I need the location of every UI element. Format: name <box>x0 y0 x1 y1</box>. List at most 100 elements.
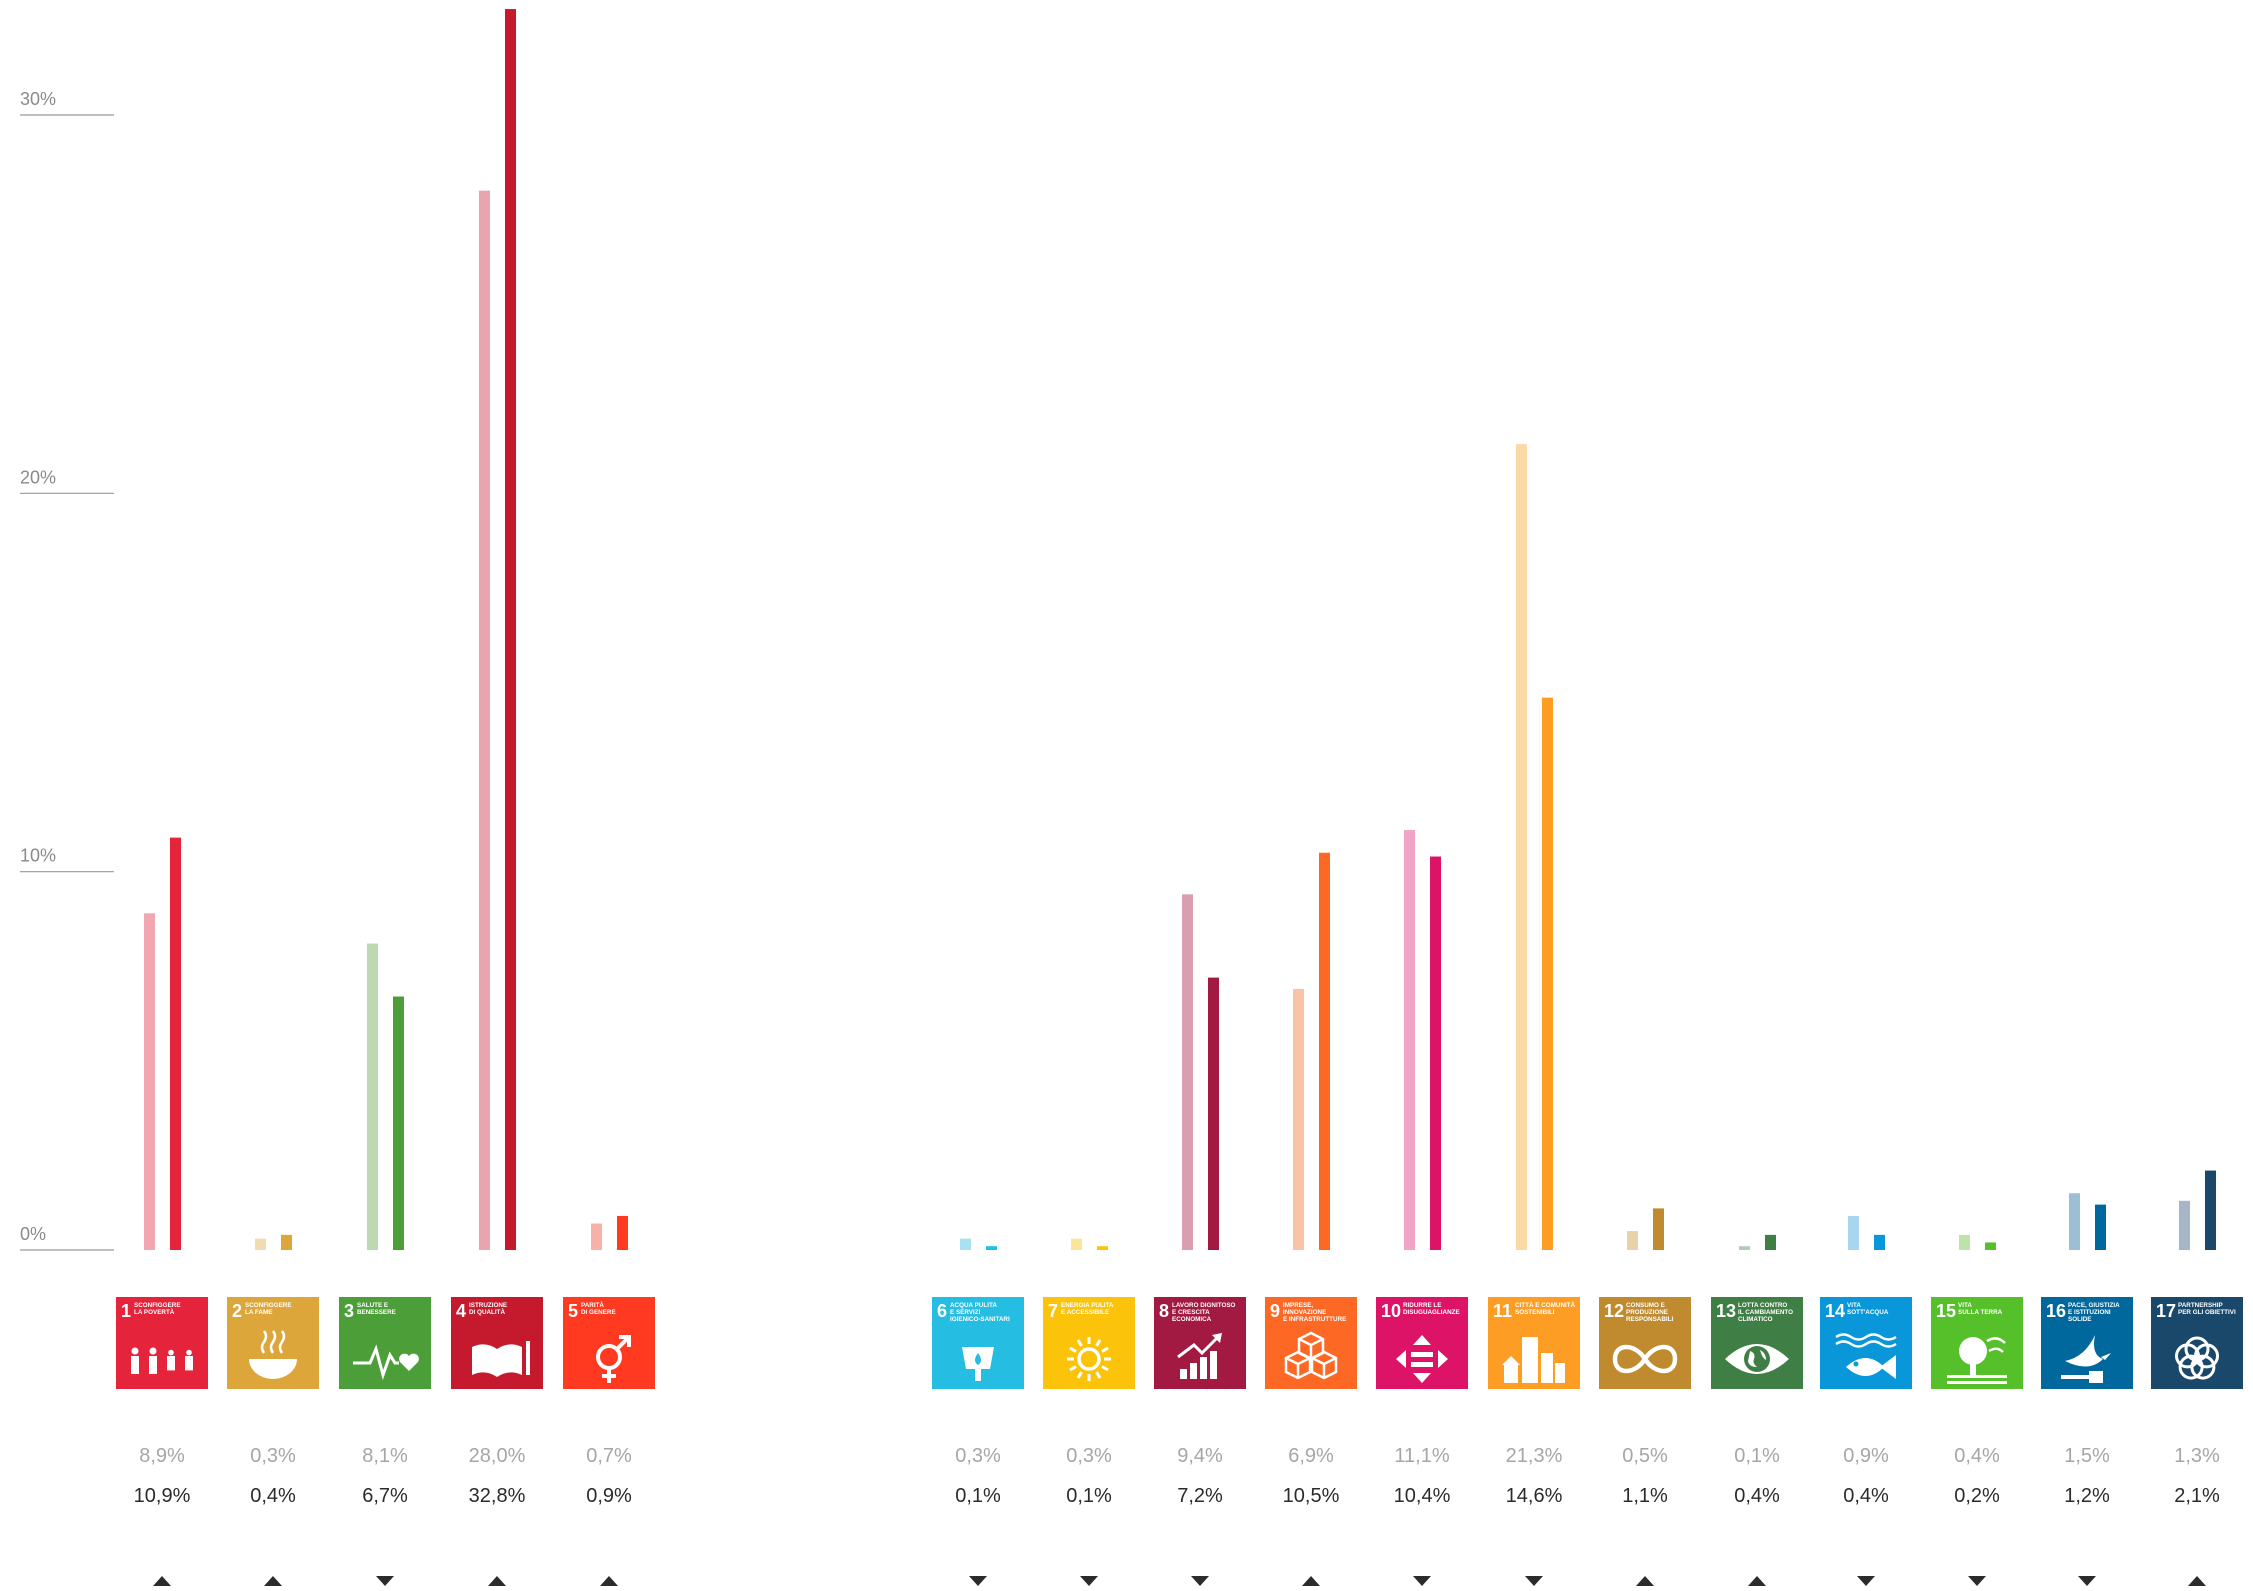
sdg-title-line: LOTTA CONTRO <box>1738 1302 1787 1309</box>
arrow-up-icon <box>1302 1576 1320 1586</box>
sdg-title-line: E INFRASTRUTTURE <box>1283 1316 1346 1323</box>
sdg-title-line: SCONFIGGERE <box>245 1302 292 1309</box>
value-current-label: 10,9% <box>134 1485 191 1507</box>
family-icon <box>131 1347 193 1374</box>
sdg-title-line: VITA <box>1847 1302 1861 1309</box>
sdg-number: 2 <box>232 1301 242 1321</box>
sdg-title-line: SALUTE E <box>357 1302 388 1309</box>
sdg-title-line: VITA <box>1958 1302 1972 1309</box>
sdg-title-line: E SERVIZI <box>950 1309 981 1316</box>
bar-previous-sdg-2 <box>255 1238 266 1250</box>
bar-current-sdg-6 <box>986 1246 997 1250</box>
value-previous-label: 0,7% <box>586 1445 632 1467</box>
sdg-title-line: LA FAME <box>245 1309 272 1316</box>
sdg-number: 7 <box>1048 1301 1058 1321</box>
value-previous-label: 1,5% <box>2064 1445 2110 1467</box>
bar-current-sdg-7 <box>1097 1246 1108 1250</box>
bar-previous-sdg-7 <box>1071 1238 1082 1250</box>
sdg-title-line: DI GENERE <box>581 1309 616 1316</box>
bar-current-sdg-4 <box>505 9 516 1251</box>
value-current-label: 10,4% <box>1394 1485 1451 1507</box>
value-current-label: 0,4% <box>1843 1485 1889 1507</box>
value-current-label: 0,1% <box>955 1485 1001 1507</box>
sdg-title-line: PACE, GIUSTIZIA <box>2068 1302 2120 1309</box>
sun-icon <box>1067 1337 1111 1381</box>
bar-previous-sdg-3 <box>367 943 378 1250</box>
arrow-down-icon <box>1968 1576 1986 1586</box>
y-tick-label: 20% <box>20 467 56 487</box>
value-previous-label: 1,3% <box>2174 1445 2220 1467</box>
sdg-title-line: SULLA TERRA <box>1958 1309 2003 1316</box>
bar-previous-sdg-1 <box>144 913 155 1250</box>
value-previous-label: 0,5% <box>1622 1445 1668 1467</box>
growth-chart-icon <box>1177 1333 1222 1379</box>
arrow-up-icon <box>264 1576 282 1586</box>
bar-current-sdg-1 <box>170 837 181 1250</box>
equality-icon <box>1396 1335 1448 1383</box>
tree-icon <box>1947 1337 2007 1384</box>
sdg-number: 15 <box>1936 1301 1956 1321</box>
sdg-title-line: DI QUALITÀ <box>469 1307 505 1316</box>
sdg-title-line: CLIMATICO <box>1738 1316 1773 1323</box>
sdg-number: 17 <box>2156 1301 2176 1321</box>
value-current-label: 10,5% <box>1283 1485 1340 1507</box>
sdg-number: 11 <box>1493 1301 1512 1321</box>
value-current-label: 0,4% <box>1734 1485 1780 1507</box>
value-current-label: 0,9% <box>586 1485 632 1507</box>
arrow-down-icon <box>969 1576 987 1586</box>
gender-icon <box>596 1335 631 1383</box>
bar-previous-sdg-10 <box>1404 830 1415 1250</box>
y-tick-label: 30% <box>20 89 56 109</box>
value-current-label: 14,6% <box>1506 1485 1563 1507</box>
value-previous-label: 8,9% <box>139 1445 185 1467</box>
sdg-title-line: INNOVAZIONE <box>1283 1309 1326 1316</box>
rings-icon <box>2174 1336 2220 1380</box>
value-previous-label: 8,1% <box>362 1445 408 1467</box>
sdg-title-line: E CRESCITA <box>1172 1309 1210 1316</box>
sdg-title-line: ENERGIA PULITA <box>1061 1302 1114 1309</box>
sdg-title-line: SCONFIGGERE <box>134 1302 181 1309</box>
bar-previous-sdg-14 <box>1848 1215 1859 1250</box>
bar-previous-sdg-11 <box>1516 444 1527 1250</box>
sdg-title-line: RIDURRE LE <box>1403 1302 1441 1309</box>
bar-previous-sdg-15 <box>1959 1234 1970 1250</box>
bar-previous-sdg-8 <box>1182 894 1193 1250</box>
value-current-label: 6,7% <box>362 1485 408 1507</box>
sdg-title-line: E ACCESSIBILE <box>1061 1309 1109 1316</box>
bar-current-sdg-3 <box>393 996 404 1250</box>
arrow-down-icon <box>376 1576 394 1586</box>
bar-previous-sdg-6 <box>960 1238 971 1250</box>
value-current-label: 7,2% <box>1177 1485 1223 1507</box>
sdg-title-line: BENESSERE <box>357 1309 396 1316</box>
sdg-title-line: IL CAMBIAMENTO <box>1738 1309 1793 1316</box>
bar-previous-sdg-17 <box>2179 1200 2190 1250</box>
bar-current-sdg-16 <box>2095 1204 2106 1250</box>
value-current-label: 32,8% <box>469 1485 526 1507</box>
bowl-icon <box>249 1330 297 1379</box>
sdg-title-line: PARITÀ <box>581 1300 604 1309</box>
cubes-icon <box>1284 1331 1338 1380</box>
bar-previous-sdg-4 <box>479 190 490 1251</box>
sdg-title-line: SOSTENIBILI <box>1515 1309 1555 1316</box>
sdg-tile-17 <box>2151 1297 2243 1389</box>
sdg-title-line: CONSUMO E <box>1626 1302 1665 1309</box>
eye-globe-icon <box>1725 1344 1789 1374</box>
arrow-up-icon <box>1748 1576 1766 1586</box>
bar-previous-sdg-5 <box>591 1223 602 1250</box>
value-previous-label: 0,4% <box>1954 1445 2000 1467</box>
value-previous-label: 0,1% <box>1734 1445 1780 1467</box>
sdg-number: 16 <box>2046 1301 2066 1321</box>
value-current-label: 2,1% <box>2174 1485 2220 1507</box>
arrow-up-icon <box>488 1576 506 1586</box>
